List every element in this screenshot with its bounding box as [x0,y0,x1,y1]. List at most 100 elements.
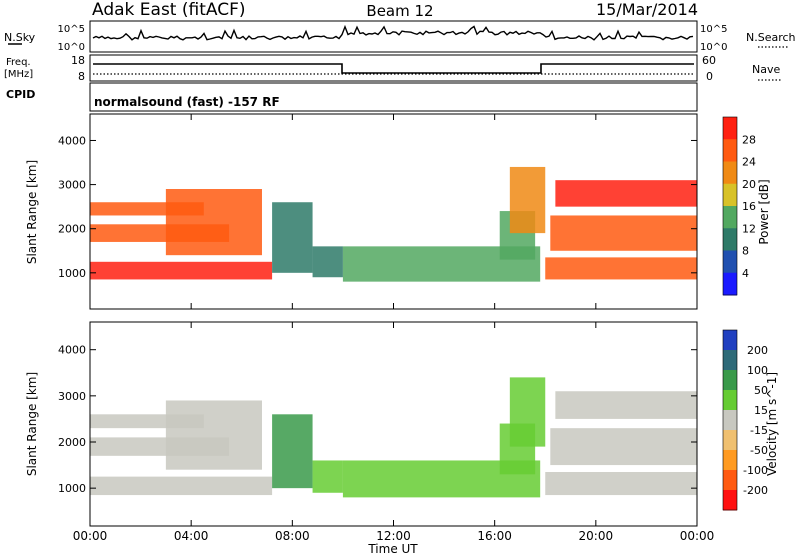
velocity-x-ticks [89,322,698,526]
nsky-strip: N.Sky 10^5 10^0 10^5 10^0 N.Search [4,20,796,53]
echo-region [312,460,343,493]
cpid-text: normalsound (fast) -157 RF [94,95,280,109]
echo-region [272,414,313,489]
colorbar-segment [723,272,737,296]
colorbar-frame [722,116,738,296]
x-axis-label: Time UT [367,542,418,554]
nsky-tick-bottom: 10^0 [58,42,85,53]
colorbar-segment [723,228,737,251]
y-tick-label: 1000 [58,482,86,495]
nave-tick-top: 60 [702,54,716,67]
y-tick-label: 3000 [58,390,86,403]
station-title: Adak East (fitACF) [92,0,246,20]
y-tick-label: 4000 [58,134,86,147]
colorbar-segment [723,430,737,451]
freq-strip: Freq. [MHz] 18 8 60 0 Nave [4,54,782,83]
echo-region [312,246,343,278]
x-axis: 00:00 04:00 08:00 12:00 16:00 20:00 00:00 [73,529,715,543]
freq-tick-top: 18 [71,54,85,67]
power-y-axis: 1000 2000 3000 4000 [58,134,697,280]
echo-region [272,202,313,273]
y-tick-label: 2000 [58,436,86,449]
x-tick-label: 20:00 [579,529,614,543]
y-tick-label: 4000 [58,344,86,357]
y-tick-label: 1000 [58,267,86,280]
freq-unit-label: [MHz] [4,69,33,80]
velocity-y-label: Slant Range [km] [25,372,39,476]
x-tick-label: 00:00 [680,529,715,543]
echo-region [509,377,546,447]
power-x-ticks [89,114,698,309]
x-tick-label: 04:00 [174,529,209,543]
nave-label: Nave [752,63,780,76]
echo-region [550,215,697,251]
colorbar-tick-label: 4 [742,267,749,280]
colorbar-segment [723,350,737,371]
power-panel: 1000 2000 3000 4000 Slant Range [km] 4 8 12 16… [25,113,771,310]
nsky-tick-top: 10^5 [58,24,85,35]
colorbar-tick-label: -100 [743,464,768,477]
colorbar-segment [723,206,737,229]
colorbar-segment [723,161,737,185]
beam-title: Beam 12 [366,2,433,20]
colorbar-segment [723,370,737,391]
velocity-panel: 1000 2000 3000 4000 Slant Range [km] 200 100… [25,321,779,527]
colorbar-tick-label: 15 [754,404,768,417]
colorbar-tick-label: 24 [742,156,756,169]
echo-region [555,391,697,419]
echo-region [165,400,262,470]
power-colorbar: 4 8 12 16 20 24 28 [722,116,756,296]
colorbar-tick-label: 28 [742,133,756,146]
velocity-y-axis: 1000 2000 3000 4000 [58,344,697,495]
echo-region [90,476,273,496]
cpid-strip: CPID normalsound (fast) -157 RF [6,82,698,112]
colorbar-segment [723,410,737,431]
colorbar-segment [723,330,737,351]
power-colorbar-label: Power [dB] [757,179,771,244]
colorbar-tick-label: 50 [754,384,768,397]
colorbar-segment [723,139,737,162]
colorbar-tick-label: -15 [750,424,768,437]
echo-region [90,261,273,280]
colorbar-tick-label: 8 [742,245,749,258]
echo-region [509,166,546,234]
x-tick-label: 16:00 [477,529,512,543]
echo-region [545,257,697,280]
nsky-label: N.Sky [4,31,36,44]
colorbar-tick-label: 12 [742,222,756,235]
colorbar-segment [723,250,737,274]
colorbar-frame [722,329,738,511]
nsky-trace [92,24,694,41]
colorbar-segment [723,117,737,140]
colorbar-segment [723,470,737,491]
colorbar-segment [723,183,737,207]
echo-region [545,472,697,496]
colorbar-tick-label: -200 [743,484,768,497]
power-y-label: Slant Range [km] [25,160,39,264]
nave-tick-bottom: 0 [706,70,713,83]
colorbar-tick-label: 16 [742,200,756,213]
freq-tick-bottom: 8 [78,70,85,83]
colorbar-segment [723,490,737,511]
x-tick-label: 12:00 [376,529,411,543]
velocity-data [90,377,697,498]
colorbar-tick-label: 200 [747,344,768,357]
colorbar-tick-label: -50 [750,444,768,457]
colorbar-tick-label: 100 [747,364,768,377]
velocity-colorbar-label: Velocity [m s^-1] [765,372,779,476]
velocity-colorbar: 200 100 50 15 -15 -50 -100 -200 [722,329,768,511]
echo-region [550,428,697,466]
x-tick-label: 00:00 [73,529,108,543]
freq-label: Freq. [6,57,31,68]
colorbar-segment [723,390,737,411]
y-tick-label: 3000 [58,179,86,192]
echo-region [555,180,697,207]
nsearch-tick-top: 10^5 [700,24,727,35]
nsearch-tick-bottom: 10^0 [700,42,727,53]
freq-trace [93,63,694,74]
echo-region [165,189,262,256]
colorbar-tick-label: 20 [742,178,756,191]
nsearch-label: N.Search [746,31,796,44]
x-tick-label: 08:00 [275,529,310,543]
